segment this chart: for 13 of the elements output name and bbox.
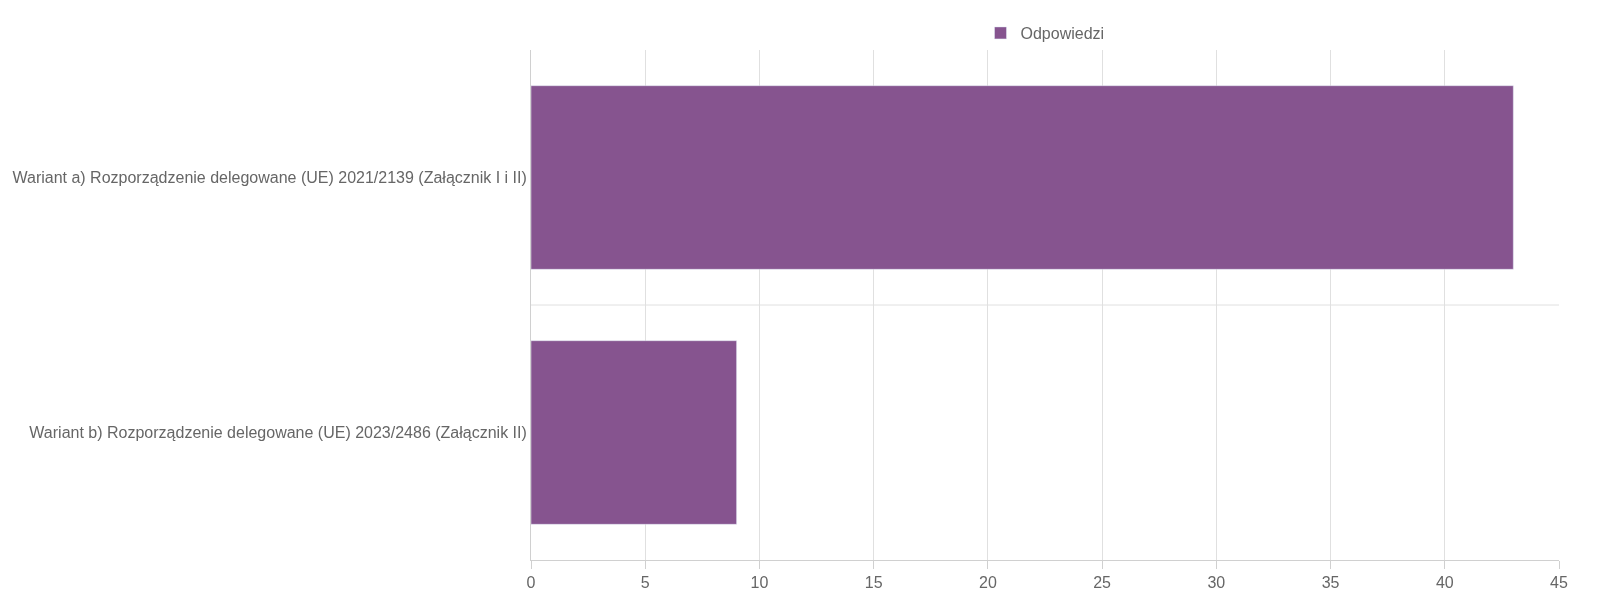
- x-tick-label: 30: [1207, 574, 1226, 592]
- x-tick-label: 35: [1321, 574, 1340, 592]
- y-tick-label: Wariant b) Rozporządzenie delegowane (UE) 2023/2486 (Załącznik II): [29, 424, 527, 442]
- x-tick-label: 0: [526, 574, 536, 592]
- x-tick-label: 40: [1435, 574, 1454, 592]
- legend-label: Odpowiedzi: [1020, 25, 1105, 43]
- x-tick-label: 10: [750, 574, 769, 592]
- x-tick-label: 5: [640, 574, 650, 592]
- x-tick-label: 25: [1093, 574, 1112, 592]
- x-tick-label: 15: [864, 574, 883, 592]
- x-tick-label: 20: [978, 574, 997, 592]
- y-tick-label: Wariant a) Rozporządzenie delegowane (UE) 2021/2139 (Załącznik I i II): [12, 169, 527, 187]
- x-tick-label: 45: [1550, 574, 1568, 592]
